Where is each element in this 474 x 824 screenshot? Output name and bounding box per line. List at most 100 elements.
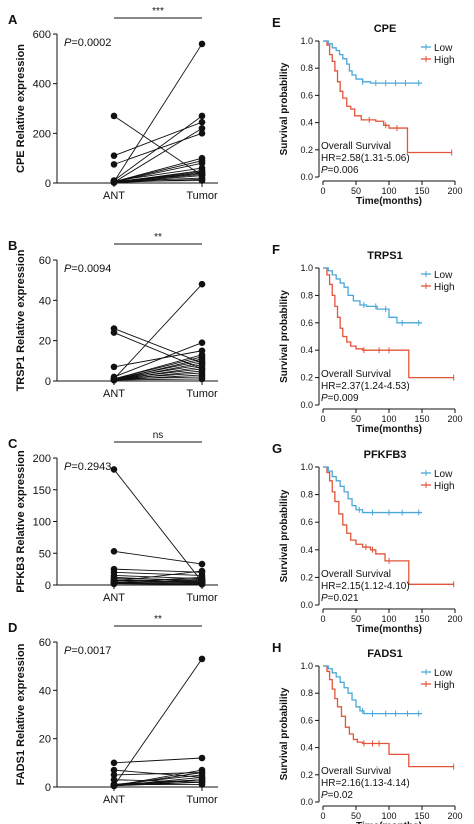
tumor-point xyxy=(198,40,206,48)
ant-point xyxy=(110,781,118,788)
pair-line xyxy=(113,283,203,380)
km-panel-e: E CPE 0.0 0.2 0.4 0.6 0.8 1.0 0 50 100 150 200 Time(m… xyxy=(272,15,463,207)
y-tick-label: 0.0 xyxy=(300,172,313,182)
panel-letter: B xyxy=(8,238,17,253)
y-tick-label: 150 xyxy=(33,485,51,497)
p-number: =0.0017 xyxy=(71,645,111,657)
p-italic: P xyxy=(64,645,72,657)
high-survival-curve xyxy=(323,267,454,379)
tumor-point xyxy=(198,118,206,126)
x-tick-label: 100 xyxy=(381,811,396,821)
pair-line xyxy=(113,769,203,787)
p-value-label: P=0.021 xyxy=(321,593,359,604)
y-tick-label: 0.0 xyxy=(300,600,313,610)
ant-point xyxy=(110,363,118,371)
p-number: =0.021 xyxy=(328,593,359,604)
tumor-point xyxy=(198,655,206,663)
pair-line xyxy=(113,358,203,381)
tumor-point xyxy=(198,375,206,383)
tumor-point xyxy=(198,567,206,575)
p-italic: P xyxy=(64,461,72,473)
pair-line xyxy=(113,362,203,381)
pair-line xyxy=(113,579,203,583)
y-axis-label: Survival probability xyxy=(279,290,290,383)
y-tick-label: 0.2 xyxy=(300,770,313,780)
x-tick-label: 200 xyxy=(447,414,462,424)
x-tick-label: 100 xyxy=(381,614,396,624)
hazard-ratio-label: HR=2.16(1.13-4.14) xyxy=(321,778,410,789)
p-number: =0.2943 xyxy=(71,461,111,473)
high-survival-curve xyxy=(323,466,454,585)
y-tick-label: 0.4 xyxy=(300,545,313,555)
tumor-point xyxy=(198,754,206,762)
pair-line xyxy=(113,781,203,786)
km-title: PFKFB3 xyxy=(364,449,407,461)
y-tick-label: 20 xyxy=(39,734,51,746)
significance-label: ** xyxy=(154,614,162,625)
tumor-point xyxy=(198,169,206,177)
hazard-ratio-label: HR=2.58(1.31-5.06) xyxy=(321,153,410,164)
p-value-label: P=0.2943 xyxy=(64,461,111,473)
legend-high-label: High xyxy=(434,282,455,293)
x-tick-label: 150 xyxy=(414,414,429,424)
y-axis-label: Survival probability xyxy=(279,489,290,582)
y-tick-label: 0.6 xyxy=(300,318,313,328)
p-number: =0.0094 xyxy=(71,263,111,275)
y-tick-label: 1.0 xyxy=(300,36,313,46)
y-tick-label: 20 xyxy=(39,336,51,348)
legend-high-label: High xyxy=(434,55,455,66)
x-tick-label: 100 xyxy=(381,414,396,424)
pair-line xyxy=(113,576,203,583)
p-number: =0.02 xyxy=(328,790,354,801)
y-axis-label: TRSP1 Relative expression xyxy=(15,249,27,391)
x-tick-label: 150 xyxy=(414,811,429,821)
tumor-point xyxy=(198,125,206,132)
pair-line xyxy=(113,43,203,183)
ant-point xyxy=(110,466,118,473)
y-tick-label: 0.8 xyxy=(300,290,313,300)
y-tick-label: 100 xyxy=(33,517,51,529)
x-axis-label: Time(months) xyxy=(356,821,422,824)
x-tick-label: 50 xyxy=(351,811,361,821)
tumor-point xyxy=(198,130,206,137)
y-tick-label: 0.0 xyxy=(300,797,313,807)
y-tick-label: 0.8 xyxy=(300,688,313,698)
x-axis-label: Time(months) xyxy=(356,196,422,207)
x-tick-label: 50 xyxy=(351,614,361,624)
y-tick-label: 40 xyxy=(39,685,51,697)
y-tick-label: 1.0 xyxy=(300,263,313,273)
p-value-label: P=0.0002 xyxy=(64,37,111,49)
y-tick-label: 0.4 xyxy=(300,743,313,753)
x-tick-label: 50 xyxy=(351,186,361,196)
high-survival-curve xyxy=(323,665,454,768)
tumor-point xyxy=(198,154,206,162)
legend-low-label: Low xyxy=(434,668,453,679)
pair-line xyxy=(113,115,203,181)
y-tick-label: 0 xyxy=(45,178,51,190)
x-tick-label: Tumor xyxy=(186,592,218,604)
x-tick-label: 0 xyxy=(320,811,325,821)
y-tick-label: 1.0 xyxy=(300,661,313,671)
pair-line xyxy=(113,372,203,380)
y-axis-label: CPE Relative expression xyxy=(15,44,27,173)
y-axis-label: Survival probability xyxy=(279,62,290,155)
x-tick-label: 200 xyxy=(447,614,462,624)
y-tick-label: 0.6 xyxy=(300,715,313,725)
tumor-point xyxy=(198,159,206,167)
pair-line xyxy=(113,332,203,370)
p-number: =0.006 xyxy=(328,165,359,176)
overall-survival-label: Overall Survival xyxy=(321,766,391,777)
pair-line xyxy=(113,157,203,183)
y-axis-label: Survival probability xyxy=(279,687,290,780)
x-tick-label: ANT xyxy=(103,794,125,806)
x-tick-label: Tumor xyxy=(186,388,218,400)
pair-line xyxy=(113,342,203,378)
ant-point xyxy=(110,112,118,120)
legend-high-label: High xyxy=(434,481,455,492)
tumor-point xyxy=(198,351,206,359)
pair-line xyxy=(113,350,203,368)
x-tick-label: Tumor xyxy=(186,190,218,202)
ant-point xyxy=(110,776,118,784)
pair-line xyxy=(113,115,203,176)
